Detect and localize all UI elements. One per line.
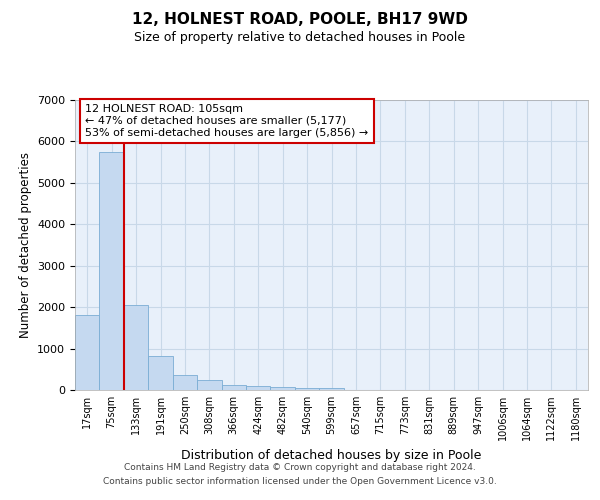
Y-axis label: Number of detached properties: Number of detached properties bbox=[19, 152, 32, 338]
Bar bbox=[295, 388, 319, 390]
Bar bbox=[246, 386, 271, 390]
Bar bbox=[221, 385, 246, 390]
Bar bbox=[271, 387, 295, 390]
Bar bbox=[124, 305, 148, 390]
Bar bbox=[75, 316, 100, 390]
X-axis label: Distribution of detached houses by size in Poole: Distribution of detached houses by size … bbox=[181, 448, 482, 462]
Text: Contains HM Land Registry data © Crown copyright and database right 2024.: Contains HM Land Registry data © Crown c… bbox=[124, 462, 476, 471]
Bar bbox=[100, 152, 124, 390]
Bar bbox=[173, 375, 197, 390]
Text: Size of property relative to detached houses in Poole: Size of property relative to detached ho… bbox=[134, 31, 466, 44]
Bar bbox=[197, 380, 221, 390]
Bar bbox=[319, 388, 344, 390]
Text: Contains public sector information licensed under the Open Government Licence v3: Contains public sector information licen… bbox=[103, 478, 497, 486]
Text: 12 HOLNEST ROAD: 105sqm
← 47% of detached houses are smaller (5,177)
53% of semi: 12 HOLNEST ROAD: 105sqm ← 47% of detache… bbox=[85, 104, 368, 138]
Bar bbox=[148, 356, 173, 390]
Text: 12, HOLNEST ROAD, POOLE, BH17 9WD: 12, HOLNEST ROAD, POOLE, BH17 9WD bbox=[132, 12, 468, 28]
